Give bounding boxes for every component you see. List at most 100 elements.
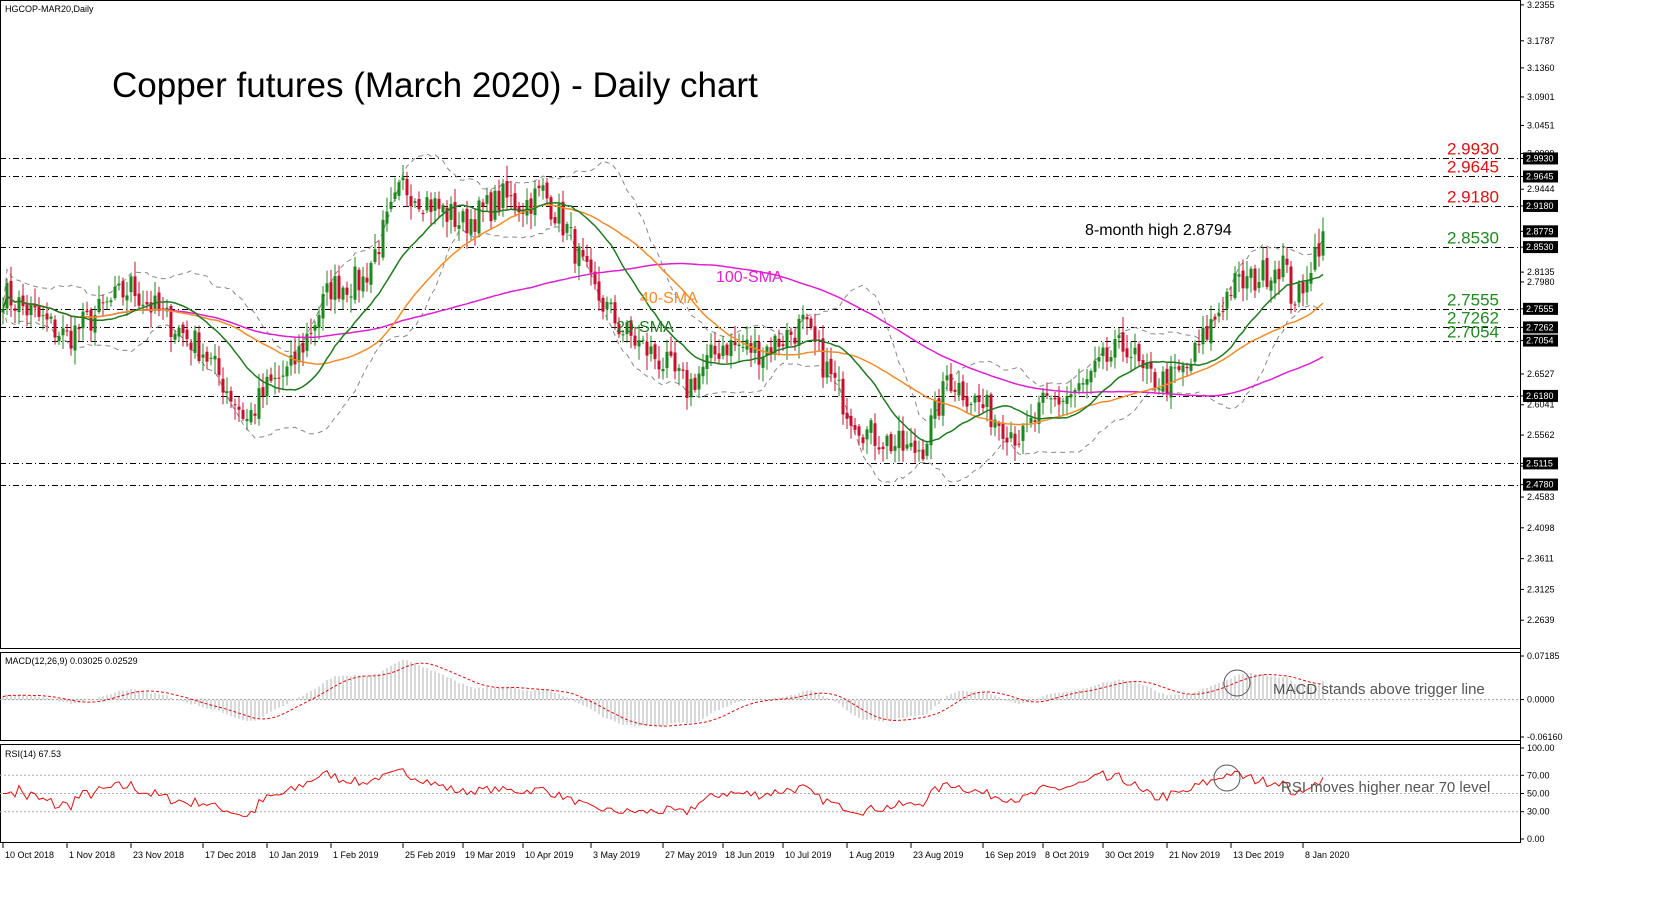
candle-body xyxy=(1245,276,1249,289)
candle-body xyxy=(233,404,237,406)
candle-body xyxy=(701,366,705,377)
y-tick-label: 2.6527 xyxy=(1527,369,1555,379)
candle-body xyxy=(321,294,325,319)
price-box-label: 2.4780 xyxy=(1526,480,1554,490)
price-box xyxy=(1523,321,1558,334)
candle-body xyxy=(97,298,101,313)
candle-body xyxy=(65,330,69,332)
candle-body xyxy=(121,281,125,298)
candle-body xyxy=(301,342,305,353)
candle-body xyxy=(1057,397,1061,405)
candle-body xyxy=(169,306,173,338)
x-tick-label: 18 Jun 2019 xyxy=(725,850,775,860)
y-tick-label: 2.5562 xyxy=(1527,430,1555,440)
candle-body xyxy=(173,333,177,340)
candle-body xyxy=(397,182,401,196)
candle-body xyxy=(557,204,561,224)
candle-body xyxy=(621,334,625,336)
price-box xyxy=(1523,241,1558,254)
candle-body xyxy=(797,318,801,346)
candle-body xyxy=(893,446,897,451)
candle-body xyxy=(485,195,489,204)
candle-body xyxy=(413,201,417,204)
price-box xyxy=(1523,152,1558,165)
y-tick-label: 3.1360 xyxy=(1527,63,1555,73)
candle-body xyxy=(421,212,425,215)
candle-body xyxy=(841,378,845,415)
candle-body xyxy=(369,263,373,285)
price-box-label: 2.9645 xyxy=(1526,171,1554,181)
candle-body xyxy=(77,327,81,330)
candle-body xyxy=(601,297,605,312)
candle-body xyxy=(593,271,597,285)
horizontal-levels xyxy=(0,158,1520,486)
candle-body xyxy=(813,326,817,342)
candle-body xyxy=(285,366,289,377)
candle-body xyxy=(469,218,473,235)
candle-body xyxy=(1173,367,1177,369)
candle-body xyxy=(349,296,353,298)
candle-body xyxy=(821,338,825,378)
rsi-highlight-circle xyxy=(1213,764,1241,792)
candle-body xyxy=(449,203,453,220)
price-box xyxy=(1523,478,1558,491)
candle-body xyxy=(861,437,865,444)
candle-body xyxy=(989,394,993,428)
candle-body xyxy=(1221,311,1225,313)
y-tick-label: 2.4583 xyxy=(1527,492,1555,502)
candle-body xyxy=(1309,273,1313,284)
sma40-line xyxy=(2,203,1324,426)
candle-body xyxy=(581,249,585,257)
candle-body xyxy=(1229,295,1233,297)
candle-body xyxy=(1301,282,1305,294)
candle-body xyxy=(309,332,313,334)
x-tick-label: 17 Dec 2018 xyxy=(205,850,256,860)
chart-title: Copper futures (March 2020) - Daily char… xyxy=(112,66,758,105)
candle-body xyxy=(809,318,813,327)
candle-body xyxy=(1009,432,1013,439)
candle-body xyxy=(1109,357,1113,362)
candle-body xyxy=(1293,304,1297,306)
price-box-label: 2.8779 xyxy=(1526,226,1554,236)
candle-body xyxy=(549,197,553,220)
candle-body xyxy=(929,415,933,446)
candle-body xyxy=(13,308,17,311)
candle-body xyxy=(1013,433,1017,446)
candle-body xyxy=(161,308,165,310)
candle-body xyxy=(617,323,621,335)
candle-body xyxy=(553,217,557,224)
candle-body xyxy=(1321,231,1325,256)
candle-body xyxy=(949,373,953,392)
candle-body xyxy=(825,361,829,378)
candle-body xyxy=(633,335,637,346)
candle-body xyxy=(1165,368,1169,395)
candle-body xyxy=(373,249,377,262)
candle-body xyxy=(33,304,37,308)
candle-body xyxy=(869,420,873,433)
price-box xyxy=(1523,302,1558,315)
candle-body xyxy=(101,302,105,304)
candle-body xyxy=(649,346,653,355)
high-annotation: 8-month high 2.8794 xyxy=(1085,222,1232,239)
candle-body xyxy=(921,449,925,460)
rsi-indicator: 100.00 70.00 50.00 30.00 0.00 xyxy=(0,743,1555,844)
candle-body xyxy=(985,394,989,407)
candle-body xyxy=(149,302,153,313)
candle-body xyxy=(57,336,61,341)
candle-body xyxy=(1045,393,1049,396)
candle-body xyxy=(109,300,113,303)
candle-body xyxy=(245,418,249,422)
candle-body xyxy=(221,378,225,393)
candle-body xyxy=(665,351,669,369)
candle-body xyxy=(41,315,45,317)
candle-body xyxy=(737,344,741,346)
candle-body xyxy=(853,425,857,430)
candle-body xyxy=(225,391,229,393)
macd-annotation: MACD stands above trigger line xyxy=(1273,681,1485,698)
candle-body xyxy=(525,200,529,216)
candle-body xyxy=(129,276,133,293)
candle-body xyxy=(377,252,381,255)
candle-body xyxy=(1285,258,1289,265)
y-tick-label: 3.0451 xyxy=(1527,120,1555,130)
candle-body xyxy=(393,192,397,199)
